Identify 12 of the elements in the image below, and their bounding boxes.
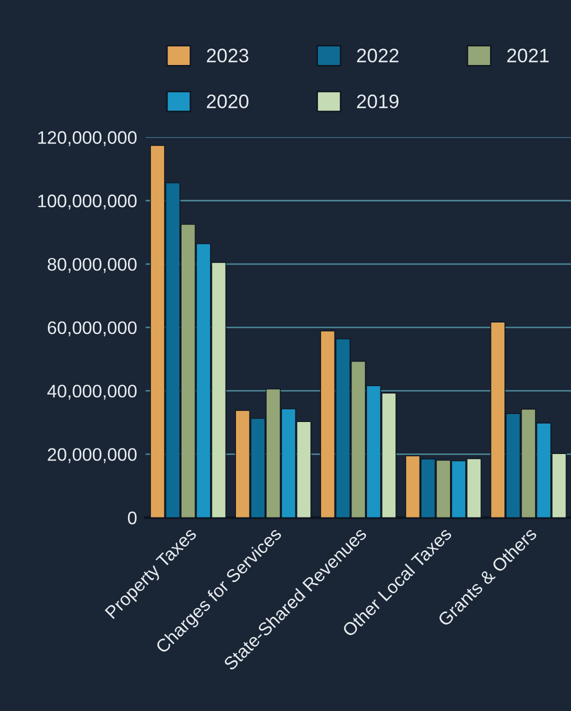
legend-label: 2023: [206, 48, 248, 62]
y-tick-label: 0: [128, 512, 137, 524]
legend-label: 2020: [206, 94, 248, 108]
y-tick-label: 40,000,000: [47, 384, 137, 400]
y-tick-label: 80,000,000: [48, 258, 137, 273]
y-tick-label: 60,000,000: [48, 321, 137, 336]
legend-label: 2022: [357, 48, 398, 62]
legend-label: 2021: [507, 48, 549, 62]
y-tick-label: 120,000,000: [38, 131, 137, 146]
y-tick-label: 20,000,000: [48, 448, 137, 464]
y-tick-label: 100,000,000: [38, 194, 137, 210]
legend-label: 2019: [357, 94, 398, 108]
